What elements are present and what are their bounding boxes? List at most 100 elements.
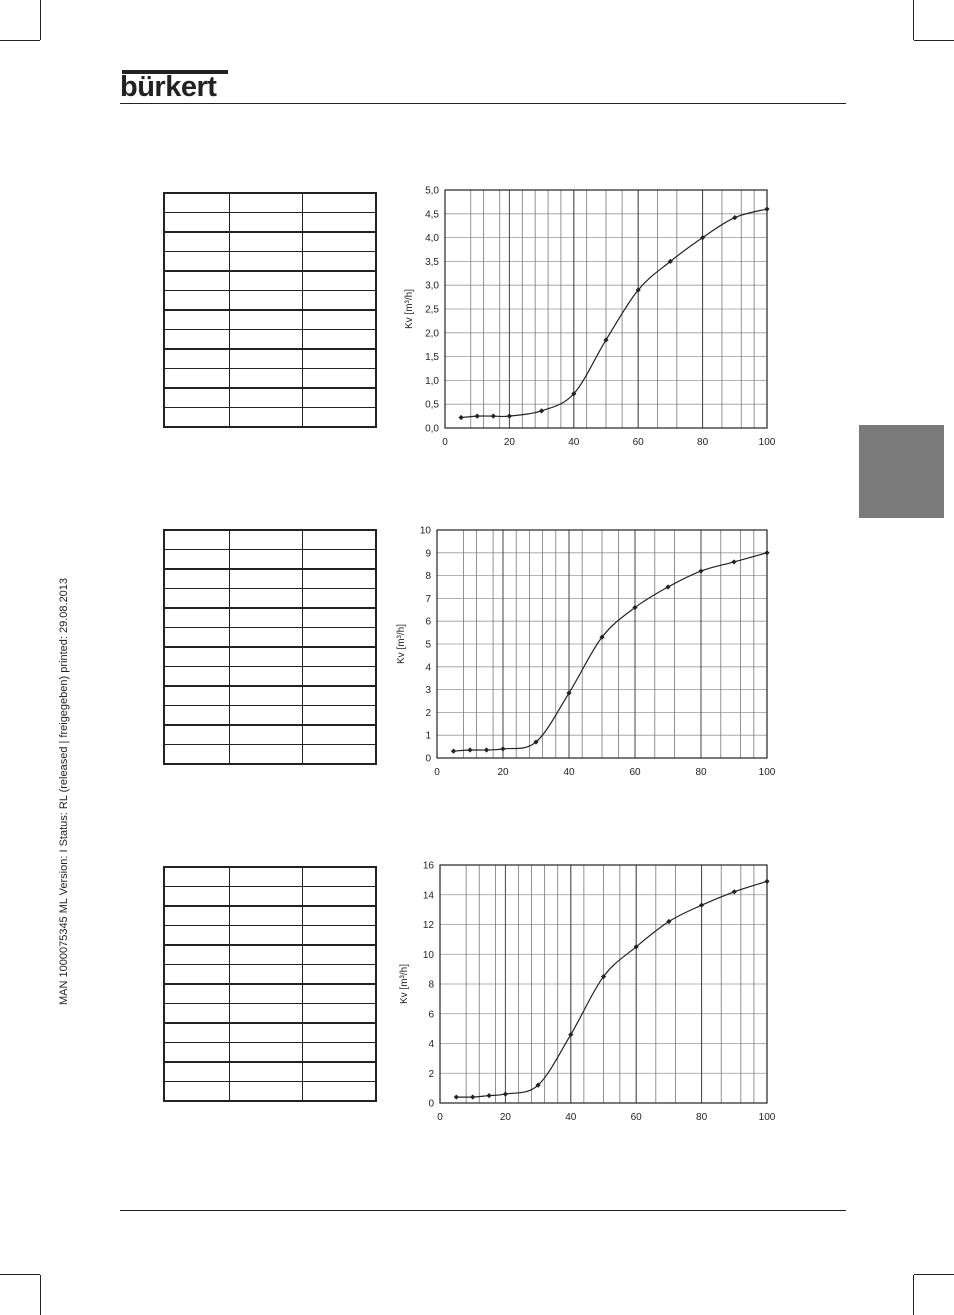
y-tick-label: 14 — [423, 890, 435, 901]
crop-mark — [0, 1274, 40, 1275]
table-cell — [163, 309, 231, 330]
table-cell — [163, 1003, 231, 1024]
table-row — [163, 1022, 377, 1043]
table-cell — [229, 549, 304, 570]
y-tick-label: 1,5 — [425, 352, 439, 363]
table-row — [163, 607, 377, 628]
table-row — [163, 886, 377, 907]
table-cell — [163, 607, 231, 628]
table-cell — [163, 290, 231, 311]
table-row — [163, 368, 377, 389]
table-cell — [302, 212, 377, 233]
data-point — [600, 973, 607, 980]
data-point — [568, 1031, 574, 1038]
x-tick-label: 100 — [759, 1112, 776, 1123]
x-tick-label: 0 — [437, 1112, 443, 1123]
table-row — [163, 251, 377, 272]
table-cell — [163, 866, 231, 887]
x-tick-label: 20 — [504, 437, 516, 448]
y-tick-label: 0,0 — [425, 424, 439, 435]
table-cell — [229, 368, 304, 389]
table-cell — [163, 983, 231, 1004]
table-cell — [302, 329, 377, 350]
x-tick-label: 20 — [497, 767, 509, 778]
data-point — [535, 1082, 541, 1088]
y-tick-label: 2,0 — [425, 328, 439, 339]
table-cell — [229, 666, 304, 687]
data-point — [603, 337, 609, 343]
data-point — [467, 747, 473, 753]
table-row — [163, 270, 377, 291]
y-tick-label: 5,0 — [425, 186, 439, 197]
table-cell — [163, 212, 231, 233]
table-cell — [302, 705, 377, 726]
data-point — [474, 413, 480, 419]
table-row — [163, 666, 377, 687]
table-cell — [302, 925, 377, 946]
table-cell — [302, 192, 377, 213]
table-row — [163, 627, 377, 648]
data-point — [500, 746, 506, 752]
table-row — [163, 964, 377, 985]
table-row — [163, 529, 377, 550]
table-row — [163, 348, 377, 369]
table-cell — [229, 407, 304, 428]
table-cell — [163, 886, 231, 907]
table-cell — [229, 588, 304, 609]
x-tick-label: 80 — [697, 437, 709, 448]
y-tick-label: 4,5 — [425, 209, 439, 220]
y-tick-label: 9 — [425, 548, 431, 559]
series-line — [453, 552, 768, 752]
table-cell — [163, 666, 231, 687]
brand-logo: bürkert — [120, 71, 217, 103]
table-cell — [229, 944, 304, 965]
table-row — [163, 705, 377, 726]
kv-table-2 — [163, 529, 377, 765]
table-row — [163, 329, 377, 350]
data-point — [764, 550, 770, 556]
table-cell — [229, 309, 304, 330]
table-cell — [229, 886, 304, 907]
y-tick-label: 0,5 — [425, 400, 439, 411]
x-tick-label: 0 — [434, 767, 440, 778]
table-cell — [163, 1081, 231, 1102]
table-cell — [163, 549, 231, 570]
x-tick-label: 80 — [696, 1112, 708, 1123]
table-row — [163, 309, 377, 330]
y-tick-label: 3,5 — [425, 257, 439, 268]
table-cell — [229, 607, 304, 628]
table-cell — [163, 646, 231, 667]
table-cell — [229, 983, 304, 1004]
table-cell — [163, 1042, 231, 1063]
table-row — [163, 1042, 377, 1063]
table-cell — [229, 1061, 304, 1082]
table-cell — [163, 329, 231, 350]
table-cell — [302, 588, 377, 609]
x-tick-label: 60 — [631, 1112, 643, 1123]
table-cell — [229, 290, 304, 311]
x-tick-label: 20 — [500, 1112, 512, 1123]
y-tick-label: 0 — [425, 754, 431, 765]
table-row — [163, 685, 377, 706]
table-row — [163, 407, 377, 428]
table-row — [163, 944, 377, 965]
data-point — [490, 413, 496, 419]
table-cell — [302, 666, 377, 687]
data-point — [764, 206, 770, 212]
table-cell — [163, 251, 231, 272]
y-tick-label: 2 — [428, 1069, 434, 1080]
crop-mark — [0, 40, 40, 41]
x-tick-label: 40 — [568, 437, 580, 448]
y-axis-label: Kv [m³/h] — [396, 624, 407, 664]
table-cell — [163, 744, 231, 765]
table-row — [163, 387, 377, 408]
table-cell — [302, 1061, 377, 1082]
table-cell — [302, 944, 377, 965]
table-cell — [229, 1081, 304, 1102]
y-tick-label: 4,0 — [425, 233, 439, 244]
data-point — [539, 408, 545, 414]
table-cell — [302, 685, 377, 706]
table-cell — [163, 944, 231, 965]
table-cell — [302, 607, 377, 628]
